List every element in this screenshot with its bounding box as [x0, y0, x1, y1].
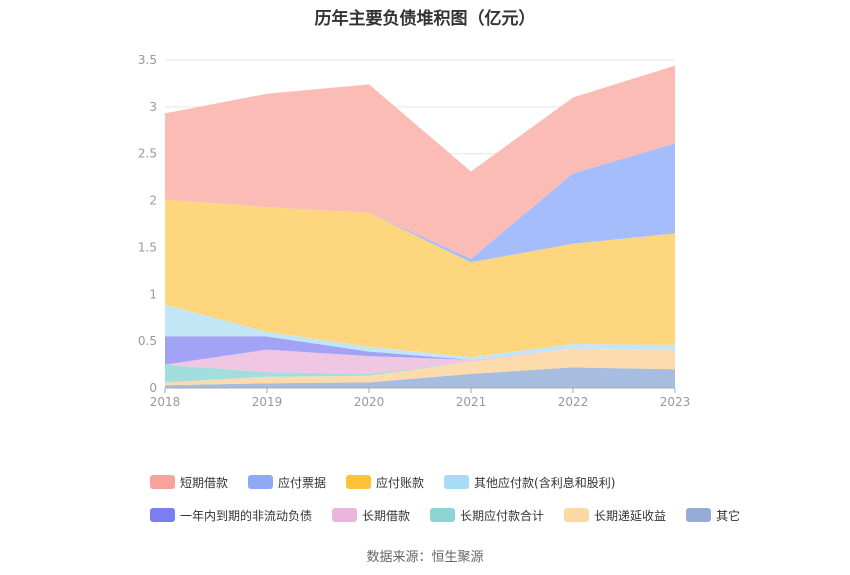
x-tick-label: 2021: [456, 395, 487, 409]
area-series-应付票据: [165, 143, 675, 263]
legend-label: 一年内到期的非流动负债: [180, 508, 313, 523]
y-tick-label: 0.5: [138, 334, 157, 348]
legend-item[interactable]: 一年内到期的非流动负债: [150, 507, 312, 524]
legend-label: 长期应付款合计: [460, 508, 545, 523]
y-tick-label: 2: [149, 194, 157, 208]
y-tick-label: 1.5: [138, 240, 157, 254]
legend-item[interactable]: 其它: [686, 507, 740, 524]
axes: 0 0.5 1 1.5 2 2.5 3 3.5 2018 2019 2020 2021 2022 2023: [138, 53, 690, 409]
legend-row-1: 短期借款 应付票据 应付账款 其他应付款(含利息和股利): [150, 472, 750, 492]
legend-swatch: [430, 508, 456, 522]
y-tick-label: 3.5: [138, 53, 157, 67]
area-series-group: [165, 65, 675, 388]
legend-swatch: [686, 508, 712, 522]
legend-swatch: [150, 508, 175, 522]
legend-swatch: [332, 508, 358, 522]
legend-label: 长期递延收益: [594, 508, 667, 523]
y-tick-label: 2.5: [138, 147, 157, 161]
chart-title: 历年主要负债堆积图（亿元）: [314, 9, 536, 29]
legend-label: 其它: [716, 508, 741, 523]
source-note: 数据来源：恒生聚源: [366, 550, 484, 565]
x-tick-label: 2022: [558, 395, 589, 409]
legend-item[interactable]: 长期应付款合计: [430, 507, 544, 524]
legend-row-2: 一年内到期的非流动负债 长期借款 长期应付款合计 长期递延收益 其它: [150, 505, 750, 525]
x-tick-label: 2023: [660, 395, 691, 409]
area-series-其他应付款(含利息和股利): [165, 304, 675, 360]
legend-label: 短期借款: [180, 475, 229, 490]
legend-label: 应付票据: [278, 475, 327, 490]
y-tick-label: 1: [149, 287, 157, 301]
legend-swatch: [564, 508, 590, 522]
legend-swatch: [444, 475, 470, 489]
legend-swatch: [150, 475, 175, 489]
area-series-长期借款: [165, 348, 675, 374]
legend-item[interactable]: 应付账款: [346, 474, 424, 491]
x-tick-label: 2019: [252, 395, 283, 409]
area-series-短期借款: [165, 65, 675, 259]
area-series-其它: [165, 367, 675, 388]
legend-swatch: [248, 475, 274, 489]
legend: 短期借款 应付票据 应付账款 其他应付款(含利息和股利) 一年内到期的非流动负债 长期借…: [150, 472, 750, 538]
legend-label: 应付账款: [376, 475, 425, 490]
x-tick-label: 2018: [150, 395, 181, 409]
legend-item[interactable]: 短期借款: [150, 474, 228, 491]
area-series-长期应付款合计: [165, 348, 675, 383]
x-tick-label: 2020: [354, 395, 385, 409]
legend-item[interactable]: 应付票据: [248, 474, 326, 491]
legend-item[interactable]: 长期递延收益: [564, 507, 666, 524]
legend-label: 长期借款: [362, 508, 411, 523]
y-tick-label: 3: [149, 100, 157, 114]
legend-item[interactable]: 其他应付款(含利息和股利): [444, 474, 615, 491]
area-series-一年内到期的非流动负债: [165, 336, 675, 365]
legend-label: 其他应付款(含利息和股利): [474, 475, 616, 490]
legend-item[interactable]: 长期借款: [332, 507, 410, 524]
area-series-应付账款: [165, 199, 675, 358]
y-tick-label: 0: [149, 381, 157, 395]
area-series-长期递延收益: [165, 348, 675, 386]
legend-swatch: [346, 475, 372, 489]
